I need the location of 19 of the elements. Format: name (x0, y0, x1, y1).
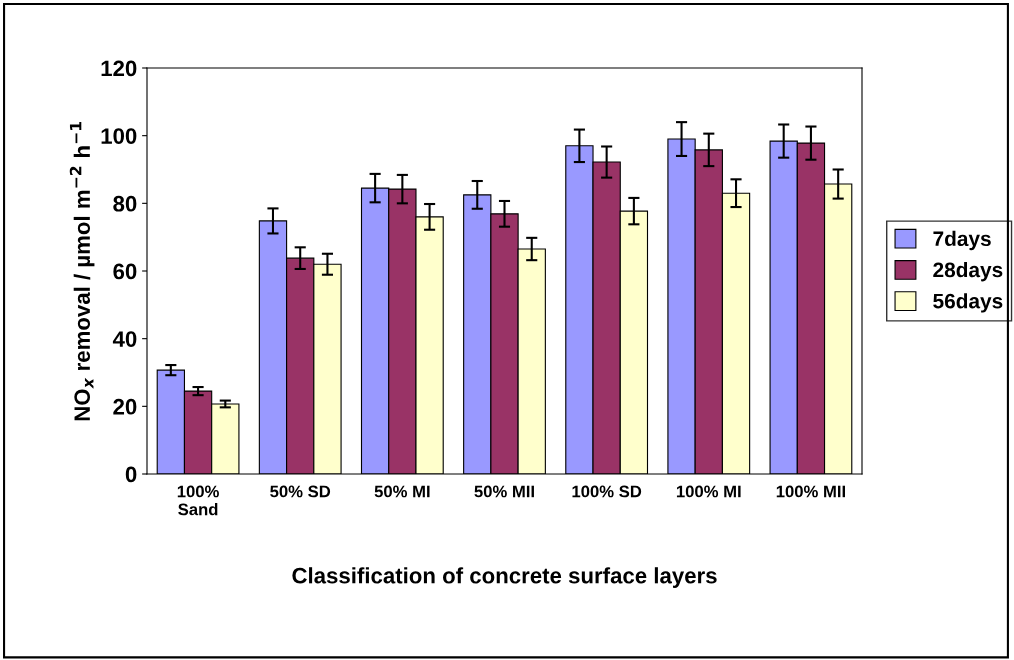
x-tick-label: 50% MI (374, 485, 430, 498)
x-axis-title: Classification of concrete surface layers (292, 567, 717, 588)
x-tick-label: 50% MII (474, 485, 534, 498)
x-tick-label: 100% MI (676, 485, 741, 498)
y-tick-label: 40 (112, 331, 137, 347)
y-axis-title: NO$_{x}$ removal / µmol m$^{−2}$ h$^{−1}$ (69, 121, 95, 421)
x-tick-label: 100% Sand (177, 485, 219, 516)
y-tick-label: 0 (125, 466, 137, 483)
y-tick-label: 100 (101, 128, 137, 144)
legend-label: 28days (933, 261, 1003, 282)
x-tick-label: 100% SD (572, 485, 642, 498)
y-tick-label: 60 (113, 263, 137, 280)
legend-label: 56days (933, 293, 1003, 313)
y-tick-label: 120 (101, 60, 137, 77)
y-tick-label: 20 (113, 398, 137, 415)
x-tick-label: 100% MII (776, 485, 846, 498)
legend-label: 7days (933, 230, 991, 251)
y-tick-label: 80 (113, 195, 137, 212)
x-tick-label: 50% SD (270, 485, 331, 498)
